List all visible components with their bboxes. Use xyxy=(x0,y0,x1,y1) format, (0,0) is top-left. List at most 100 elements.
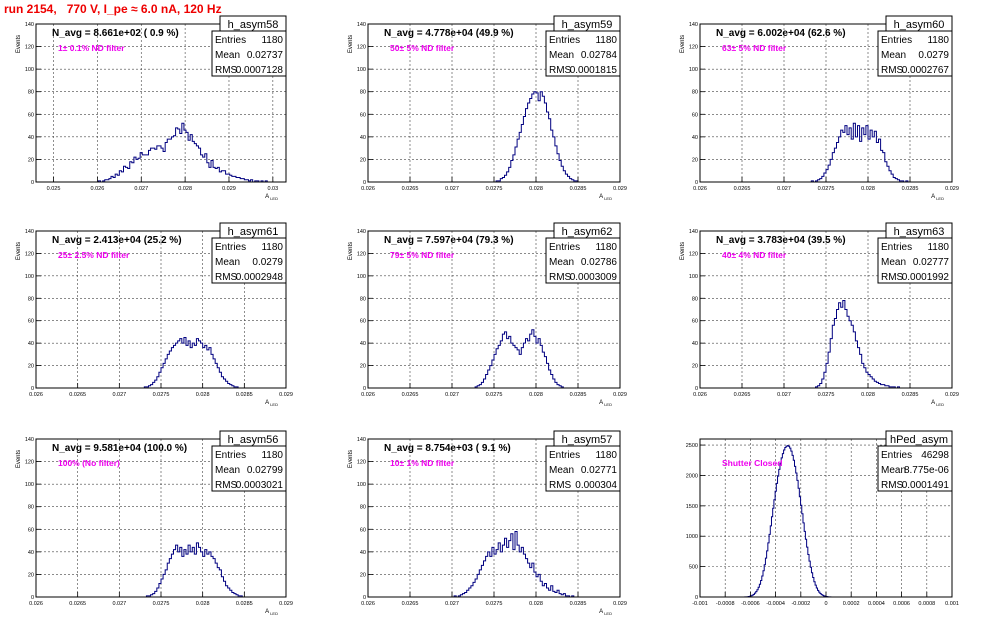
stats-label: Entries xyxy=(881,242,912,253)
x-tick-label: 0.026 xyxy=(29,392,43,398)
annotation-text: 50± 5% ND filter xyxy=(390,43,455,53)
stats-box xyxy=(211,237,287,284)
y-tick-label: 140 xyxy=(25,437,34,443)
stats-label: RMS xyxy=(549,272,572,283)
x-axis-label: A LED xyxy=(599,609,612,616)
annotation-text: 63± 5% ND filter xyxy=(722,43,787,53)
y-tick-label: 100 xyxy=(25,482,34,488)
stats-box xyxy=(211,445,287,492)
y-tick-label: 40 xyxy=(360,550,366,556)
stats-value: 0.0279 xyxy=(918,50,949,61)
stats-value: 0.02799 xyxy=(247,465,284,476)
x-tick-label: 0.027 xyxy=(112,392,126,398)
y-tick-label: 0 xyxy=(695,180,698,186)
x-tick-label: 0.028 xyxy=(529,392,543,398)
x-axis-label: A LED xyxy=(931,194,944,201)
x-tick-label: 0.028 xyxy=(529,601,543,607)
x-tick-label: 0.027 xyxy=(134,186,148,192)
y-tick-label: 80 xyxy=(360,296,366,302)
stats-title: h_asym63 xyxy=(894,226,945,238)
x-tick-label: 0.026 xyxy=(693,392,707,398)
y-tick-label: 1000 xyxy=(686,534,698,540)
x-tick-label: 0.0265 xyxy=(402,392,419,398)
x-tick-label: 0.0275 xyxy=(818,186,835,192)
x-tick-label: 0.029 xyxy=(222,186,236,192)
x-tick-label: 0.026 xyxy=(361,392,375,398)
stats-value: 8.775e-06 xyxy=(904,465,949,476)
y-tick-label: 500 xyxy=(689,565,698,571)
y-tick-label: 40 xyxy=(28,550,34,556)
y-tick-label: 20 xyxy=(28,572,34,578)
x-tick-label: 0.0265 xyxy=(69,601,86,607)
stats-label: Mean xyxy=(881,50,906,61)
y-tick-label: 140 xyxy=(357,437,366,443)
y-tick-label: 40 xyxy=(28,135,34,141)
y-tick-label: 60 xyxy=(28,319,34,325)
y-tick-label: 20 xyxy=(360,572,366,578)
y-tick-label: 80 xyxy=(360,90,366,96)
y-tick-label: 20 xyxy=(692,157,698,163)
x-tick-label: 0.0285 xyxy=(902,392,919,398)
x-tick-label: 0.0008 xyxy=(918,601,935,607)
stats-label: Entries xyxy=(549,242,580,253)
stats-title: h_asym57 xyxy=(562,434,613,446)
x-axis-label: A LED xyxy=(265,194,278,201)
stats-value: 1180 xyxy=(595,35,617,46)
y-tick-label: 0 xyxy=(363,180,366,186)
run-title: run 2154, 770 V, I_pe ≈ 6.0 nA, 120 Hz xyxy=(4,2,222,16)
y-tick-label: 120 xyxy=(689,251,698,257)
stats-label: Mean xyxy=(549,257,574,268)
stats-label: RMS xyxy=(215,272,238,283)
y-axis-label: Events xyxy=(348,35,354,53)
stats-label: RMS xyxy=(881,480,904,491)
y-tick-label: 80 xyxy=(28,90,34,96)
y-tick-label: 140 xyxy=(357,229,366,235)
y-tick-label: 40 xyxy=(692,135,698,141)
x-tick-label: 0.027 xyxy=(112,601,126,607)
stats-title: h_asym56 xyxy=(228,434,279,446)
y-axis-label: Events xyxy=(680,242,686,260)
x-tick-label: 0.001 xyxy=(945,601,959,607)
x-tick-label: 0.029 xyxy=(613,186,627,192)
x-tick-label: 0.029 xyxy=(613,392,627,398)
stats-label: Mean xyxy=(881,257,906,268)
x-tick-label: 0.0265 xyxy=(734,392,751,398)
y-tick-label: 100 xyxy=(689,274,698,280)
y-tick-label: 80 xyxy=(692,90,698,96)
y-tick-label: 20 xyxy=(28,364,34,370)
y-axis-label: Events xyxy=(348,450,354,468)
stats-box xyxy=(545,237,621,284)
navg-text: N_avg = 9.581e+04 (100.0 %) xyxy=(52,443,187,454)
y-tick-label: 60 xyxy=(360,319,366,325)
stats-value: 0.02737 xyxy=(247,50,284,61)
stats-value: 1180 xyxy=(927,35,949,46)
y-tick-label: 80 xyxy=(28,505,34,511)
stats-title: hPed_asym xyxy=(890,434,948,446)
y-tick-label: 100 xyxy=(25,67,34,73)
x-tick-label: 0.0285 xyxy=(570,392,587,398)
x-tick-label: 0.027 xyxy=(777,186,791,192)
x-tick-label: 0.0275 xyxy=(486,392,503,398)
stats-box xyxy=(545,445,621,492)
histogram-pad-h_asym63: 0.026 0.0265 0.027 0.0275 0.028 0.0285 0.029 0 2… xyxy=(680,222,959,407)
y-tick-label: 120 xyxy=(357,460,366,466)
stats-label: RMS xyxy=(881,272,904,283)
y-tick-label: 0 xyxy=(363,595,366,601)
y-tick-label: 40 xyxy=(692,341,698,347)
y-tick-label: 40 xyxy=(360,341,366,347)
y-tick-label: 60 xyxy=(28,527,34,533)
x-tick-label: 0.0265 xyxy=(402,601,419,607)
x-tick-label: 0.027 xyxy=(445,186,459,192)
stats-label: RMS xyxy=(215,65,238,76)
plot-frame xyxy=(35,23,287,183)
histogram-pad-h_asym60: 0.026 0.0265 0.027 0.0275 0.028 0.0285 0.029 0 2… xyxy=(680,15,959,201)
stats-value: 0.02784 xyxy=(581,50,618,61)
x-tick-label: 0.028 xyxy=(861,392,875,398)
y-tick-label: 0 xyxy=(31,180,34,186)
x-tick-label: 0.028 xyxy=(861,186,875,192)
y-tick-label: 140 xyxy=(25,229,34,235)
x-tick-label: 0.0275 xyxy=(153,601,170,607)
x-tick-label: 0.026 xyxy=(361,601,375,607)
histogram-pad-h_asym58: 0.025 0.026 0.027 0.028 0.029 0.03 0 20 40 60 80 10… xyxy=(16,15,287,201)
